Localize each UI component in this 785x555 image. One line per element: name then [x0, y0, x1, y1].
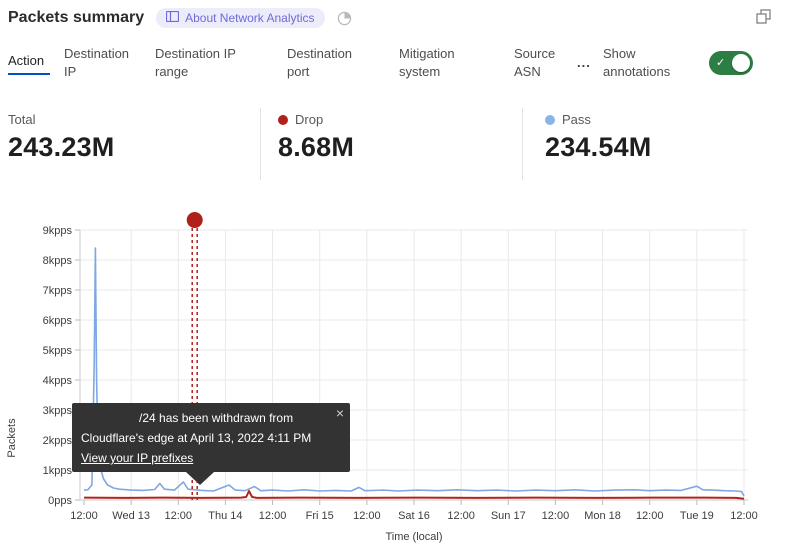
series-line-drop: [83, 490, 745, 500]
x-tick-label: 12:00: [353, 510, 381, 522]
check-icon: ✓: [716, 57, 726, 69]
stat-drop-label: Drop: [295, 112, 324, 127]
stat-total: Total 243.23M: [8, 112, 114, 163]
y-tick-label: 7kpps: [43, 285, 73, 297]
tab-mitigation-system[interactable]: Mitigation system: [399, 46, 455, 79]
series-line-pass: [83, 247, 745, 497]
y-tick-label: 6kpps: [43, 315, 73, 327]
tab-source-asn[interactable]: Source ASN: [514, 46, 556, 79]
stat-pass-label: Pass: [562, 112, 591, 127]
x-tick-label: 12:00: [636, 510, 664, 522]
dimension-tabs: Action Destination IP Destination IP ran…: [8, 45, 753, 81]
about-network-analytics-link[interactable]: About Network Analytics: [156, 8, 325, 28]
page-title: Packets summary: [8, 9, 145, 26]
x-tick-label: 12:00: [259, 510, 287, 522]
y-tick-label: 4kpps: [43, 375, 73, 387]
view-ip-prefixes-link[interactable]: View your IP prefixes: [81, 451, 194, 465]
stats-divider: [522, 108, 523, 180]
x-tick-label: 12:00: [70, 510, 98, 522]
pass-legend-dot: [545, 114, 555, 125]
tab-destination-port[interactable]: Destination port: [287, 46, 353, 79]
drop-legend-dot: [278, 114, 288, 125]
time-range-pie-icon[interactable]: [337, 11, 352, 26]
show-annotations-label[interactable]: Show annotations: [603, 46, 671, 79]
stat-pass: Pass 234.54M: [545, 112, 651, 163]
x-tick-label: Thu 14: [208, 510, 242, 522]
summary-stats: Total 243.23M Drop 8.68M Pass 234.54M: [0, 108, 785, 180]
y-tick-label: 5kpps: [43, 345, 73, 357]
tab-action[interactable]: Action: [8, 52, 50, 75]
x-tick-label: Tue 19: [680, 510, 714, 522]
x-tick-label: 12:00: [730, 510, 758, 522]
header: Packets summary About Network Analytics: [8, 8, 352, 28]
tab-destination-ip[interactable]: Destination IP: [64, 46, 130, 79]
x-tick-label: 12:00: [447, 510, 475, 522]
stat-drop: Drop 8.68M: [278, 112, 354, 163]
annotation-text-line2: Cloudflare's edge at April 13, 2022 4:11…: [81, 431, 312, 445]
more-tabs-ellipsis-button[interactable]: ...: [577, 55, 591, 70]
y-tick-label: 2kpps: [43, 435, 73, 447]
x-tick-label: 12:00: [165, 510, 193, 522]
tab-destination-ip-range[interactable]: Destination IP range: [155, 46, 236, 79]
x-tick-label: Wed 13: [112, 510, 150, 522]
annotation-text-line1: /24 has been withdrawn from: [139, 411, 294, 425]
expand-icon[interactable]: [756, 9, 771, 29]
x-tick-label: Sun 17: [491, 510, 526, 522]
stat-drop-value: 8.68M: [278, 132, 355, 162]
show-annotations-toggle[interactable]: ✓: [709, 51, 753, 75]
book-icon: [165, 10, 180, 25]
close-icon[interactable]: ×: [335, 405, 344, 421]
x-axis-title: Time (local): [385, 531, 442, 543]
stat-total-value: 243.23M: [8, 132, 115, 162]
y-tick-label: 1kpps: [43, 465, 73, 477]
annotation-tooltip: × /24 has been withdrawn from Cloudflare…: [72, 403, 350, 485]
about-badge-label: About Network Analytics: [185, 11, 315, 25]
x-tick-label: Fri 15: [306, 510, 334, 522]
annotation-marker-dot[interactable]: [186, 212, 203, 228]
x-tick-label: 12:00: [542, 510, 570, 522]
x-tick-label: Mon 18: [584, 510, 621, 522]
stats-divider: [260, 108, 261, 180]
stat-total-label: Total: [8, 112, 36, 127]
y-tick-label: 8kpps: [43, 255, 73, 267]
stat-pass-value: 234.54M: [545, 132, 652, 162]
y-axis-title: Packets: [6, 418, 18, 458]
toggle-knob: [732, 54, 750, 72]
y-tick-label: 3kpps: [43, 405, 73, 417]
y-tick-label: 9kpps: [43, 225, 73, 237]
x-tick-label: Sat 16: [398, 510, 430, 522]
y-tick-label: 0pps: [48, 495, 72, 507]
tooltip-arrow: [186, 472, 214, 485]
